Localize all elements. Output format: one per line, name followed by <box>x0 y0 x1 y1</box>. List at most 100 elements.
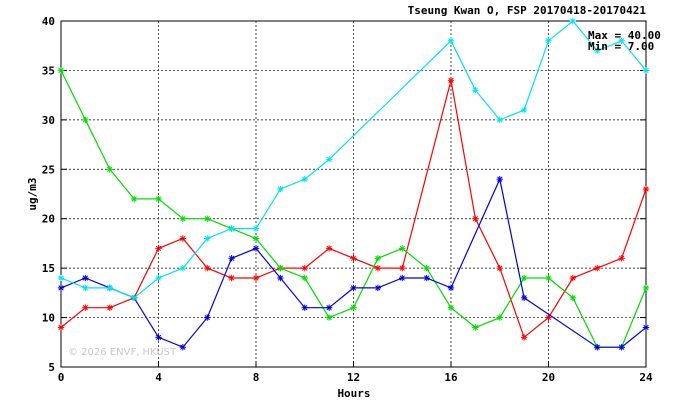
data-point <box>179 235 187 242</box>
y-tick-label: 15 <box>42 262 55 275</box>
data-point <box>179 215 187 222</box>
data-point <box>642 284 650 292</box>
data-point <box>594 47 601 54</box>
data-point <box>325 304 333 311</box>
series-group <box>57 17 650 351</box>
data-point <box>82 274 89 282</box>
data-point <box>569 17 577 25</box>
data-point <box>106 166 113 173</box>
data-point <box>594 264 601 272</box>
data-point <box>447 284 455 292</box>
data-point <box>423 264 430 272</box>
data-point <box>496 116 503 124</box>
data-point <box>277 264 284 272</box>
data-point <box>155 274 162 282</box>
y-tick-label: 10 <box>42 312 55 325</box>
data-point <box>277 185 284 193</box>
data-point <box>399 264 406 272</box>
data-point <box>350 304 357 311</box>
data-point <box>301 175 308 183</box>
data-point <box>618 255 625 262</box>
data-point <box>155 334 162 341</box>
data-point <box>204 264 211 272</box>
data-point <box>399 245 406 252</box>
x-tick-label: 4 <box>155 371 162 384</box>
data-point <box>374 255 382 262</box>
data-point <box>545 314 552 321</box>
data-point <box>204 215 211 222</box>
x-tick-label: 0 <box>58 371 65 384</box>
data-point <box>594 344 601 351</box>
series-line <box>60 80 647 339</box>
data-point <box>106 304 113 311</box>
data-point <box>447 77 455 84</box>
data-point <box>496 264 503 272</box>
data-point <box>57 274 65 282</box>
series-line <box>60 177 647 348</box>
data-point <box>520 294 528 301</box>
data-point <box>106 284 113 292</box>
watermark: © 2026 ENVF, HKUST <box>68 347 177 358</box>
data-point <box>447 304 455 311</box>
y-tick-label: 30 <box>42 114 55 127</box>
data-point <box>252 274 260 282</box>
data-point <box>520 106 528 114</box>
data-point <box>301 264 308 272</box>
data-point <box>472 87 479 94</box>
y-tick-label: 25 <box>42 163 55 176</box>
data-point <box>472 215 479 222</box>
series-4 <box>57 17 650 301</box>
data-point <box>374 264 382 272</box>
x-tick-label: 24 <box>639 371 653 384</box>
x-axis-label: Hours <box>337 387 370 400</box>
data-point <box>325 314 333 321</box>
data-point <box>252 235 260 242</box>
data-point <box>155 195 162 203</box>
x-tick-label: 8 <box>253 371 260 384</box>
data-point <box>252 245 260 252</box>
data-point <box>374 284 382 292</box>
data-point <box>155 245 162 252</box>
tick-labels: 0 4 8 12 16 20 24 5 10 15 20 25 30 35 40 <box>42 15 653 384</box>
data-point <box>57 284 65 292</box>
x-tick-label: 16 <box>444 371 458 384</box>
max-value-label: Max = 40.00 <box>588 29 661 42</box>
data-point <box>642 67 650 74</box>
chart-title: Tseung Kwan O, FSP 20170418-20170421 <box>408 4 647 17</box>
data-point <box>277 274 284 282</box>
data-point <box>57 324 65 331</box>
data-point <box>82 284 89 292</box>
data-point <box>82 304 89 311</box>
x-tick-label: 12 <box>347 371 360 384</box>
y-tick-label: 40 <box>42 15 55 28</box>
data-point <box>325 156 333 163</box>
data-point <box>545 274 552 282</box>
data-point <box>204 314 211 321</box>
data-point <box>82 116 89 124</box>
data-point <box>350 284 357 292</box>
data-point <box>447 37 455 44</box>
data-point <box>423 274 430 282</box>
data-point <box>252 225 260 232</box>
data-point <box>569 294 577 301</box>
data-point <box>130 294 138 301</box>
data-point <box>228 255 235 262</box>
y-tick-label: 20 <box>42 213 55 226</box>
data-point <box>204 235 211 242</box>
data-point <box>301 274 308 282</box>
data-point <box>520 274 528 282</box>
y-tick-label: 35 <box>42 64 55 77</box>
data-point <box>618 344 625 351</box>
series-1 <box>57 77 650 341</box>
data-point <box>569 274 577 282</box>
data-point <box>642 324 650 331</box>
data-point <box>228 225 235 232</box>
data-point <box>520 334 528 341</box>
y-tick-label: 5 <box>48 361 55 374</box>
data-point <box>545 37 552 44</box>
data-point <box>228 274 235 282</box>
data-point <box>57 67 65 74</box>
data-point <box>130 195 138 203</box>
data-point <box>301 304 308 311</box>
